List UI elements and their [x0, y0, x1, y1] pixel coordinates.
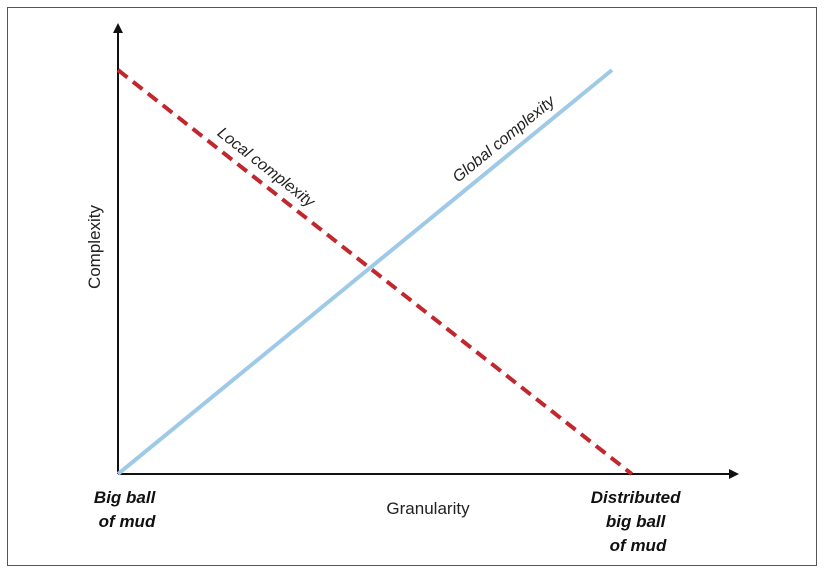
local-complexity-label: Local complexity: [214, 124, 318, 211]
x-end-label-line-3: of mud: [610, 536, 667, 555]
x-end-label-line-2: big ball: [606, 512, 667, 531]
x-start-label-line-2: of mud: [99, 512, 156, 531]
x-end-label: Distributed big ball of mud: [591, 488, 685, 555]
x-end-label-line-1: Distributed: [591, 488, 681, 507]
x-start-label-line-1: Big ball: [94, 488, 157, 507]
x-axis-title: Granularity: [386, 499, 470, 518]
local-complexity-line: [116, 68, 633, 476]
y-axis-title: Complexity: [85, 204, 104, 289]
figure-frame: [7, 7, 817, 566]
global-complexity-label: Global complexity: [450, 92, 559, 186]
global-complexity-line: [116, 68, 614, 476]
x-start-label: Big ball of mud: [94, 488, 160, 531]
